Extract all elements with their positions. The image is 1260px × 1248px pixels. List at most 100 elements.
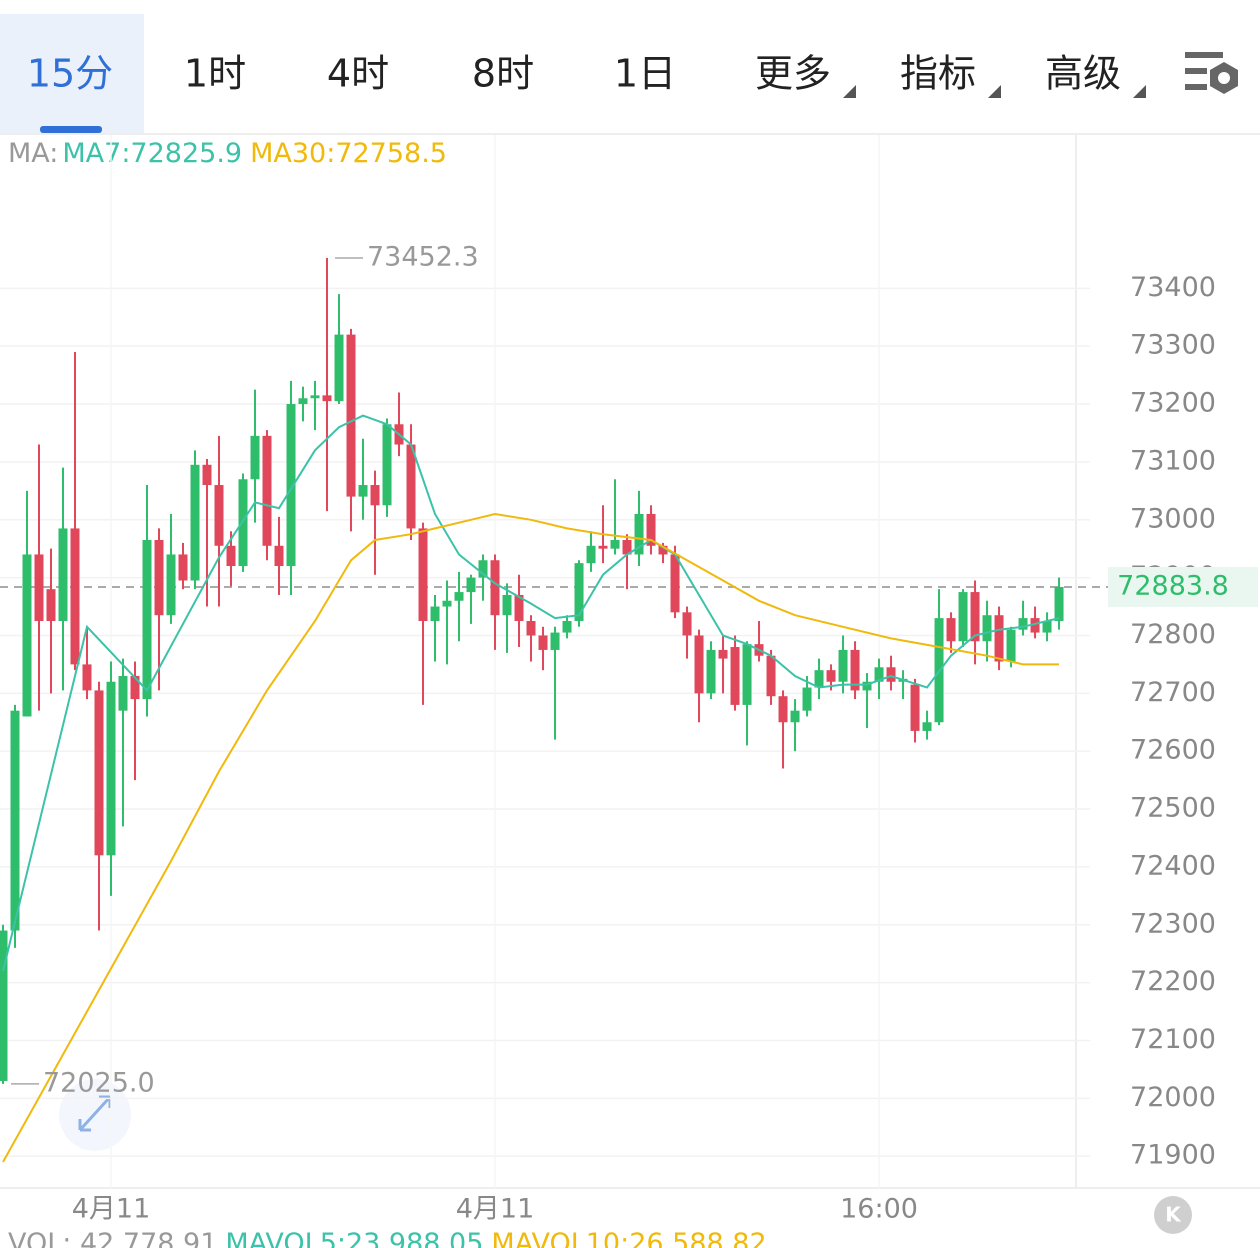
candle-body	[802, 687, 812, 711]
candle-body	[274, 545, 284, 567]
ma-prefix: MA:	[8, 138, 58, 169]
candle-body	[34, 554, 44, 621]
candle-body	[970, 592, 980, 642]
candle-body	[886, 667, 896, 682]
candle-body	[766, 655, 776, 697]
candle-body	[346, 334, 356, 497]
y-tick-label: 72200	[1130, 966, 1216, 997]
candle-body	[958, 592, 968, 642]
tab[interactable]: 高级	[1045, 52, 1121, 96]
candle-body	[562, 621, 572, 633]
y-tick-label: 71900	[1130, 1140, 1216, 1171]
candle-body	[694, 635, 704, 694]
vol-legend-entry: MAVOL5:23,988.05	[225, 1228, 483, 1248]
candle-body	[490, 560, 500, 616]
candle-body	[730, 647, 740, 705]
x-tick-label: 4月11	[72, 1194, 151, 1225]
candle-body	[634, 513, 644, 555]
y-tick-label: 72000	[1130, 1082, 1216, 1113]
tab[interactable]: 更多	[755, 52, 831, 96]
candle-body	[1054, 586, 1064, 621]
x-tick-label: 16:00	[840, 1194, 918, 1225]
k-button[interactable]	[1154, 1196, 1192, 1234]
tab[interactable]: 15分	[27, 52, 113, 96]
candle-body	[190, 464, 200, 581]
y-tick-label: 72600	[1130, 735, 1216, 766]
plot: 71900 72000 72100 72200 72300 72400 72500 72600…	[0, 135, 1258, 1225]
candle-body	[406, 444, 416, 529]
vol-legend-entry: VOL: 42,778.91	[8, 1228, 217, 1248]
candle-body	[454, 592, 464, 601]
candle-body	[946, 618, 956, 642]
candle-body	[478, 560, 488, 578]
y-tick-label: 73400	[1130, 272, 1216, 303]
candle-body	[442, 600, 452, 607]
candle-body	[1006, 629, 1016, 662]
tab[interactable]: 4时	[327, 52, 389, 96]
candle-body	[646, 513, 656, 546]
candle-body	[814, 670, 824, 688]
candle-body	[658, 545, 668, 555]
candle-body	[790, 710, 800, 723]
candle-body	[238, 479, 248, 567]
candle-body	[922, 722, 932, 731]
candle-body	[322, 395, 332, 402]
candle-body	[874, 667, 884, 682]
candle-body	[154, 540, 164, 616]
dropdown-caret	[843, 85, 856, 98]
dropdown-caret	[988, 85, 1001, 98]
y-tick-label: 72800	[1130, 619, 1216, 650]
candle-body	[202, 464, 212, 486]
extreme-label: 72025.0	[43, 1067, 155, 1098]
candle-body	[142, 540, 152, 700]
tab[interactable]: 8时	[472, 52, 534, 96]
candle-body	[622, 540, 632, 555]
candle-body	[742, 644, 752, 705]
candle-body	[466, 577, 476, 593]
candle-body	[1042, 621, 1052, 633]
candle-body	[46, 589, 56, 621]
candle-body	[106, 681, 116, 856]
x-tick-label: 4月11	[456, 1194, 535, 1225]
ma-legend-entry: MA30:72758.5	[250, 138, 447, 169]
tab[interactable]: 指标	[900, 52, 976, 96]
candle-body	[1018, 618, 1028, 630]
candle-body	[670, 554, 680, 613]
active-tab-bg	[0, 14, 144, 133]
last-price-label: 72883.8	[1117, 570, 1229, 601]
candle-body	[286, 404, 296, 567]
expand-icon	[78, 1095, 112, 1132]
candle-body	[838, 649, 848, 682]
candle-body	[706, 649, 716, 694]
candle-body	[598, 545, 608, 549]
y-tick-label: 73100	[1130, 445, 1216, 476]
candle-body	[0, 930, 8, 1081]
candle-body	[982, 615, 992, 642]
y-tick-label: 73300	[1130, 330, 1216, 361]
candle-body	[214, 485, 224, 546]
candle-body	[382, 424, 392, 506]
y-tick-label: 72700	[1130, 677, 1216, 708]
extreme-label: 73452.3	[367, 242, 479, 273]
candle-body	[826, 670, 836, 682]
tab[interactable]: 1时	[184, 52, 246, 96]
ma-legend: MA: MA7:72825.9 MA30:72758.5	[8, 138, 447, 169]
vol-legend: VOL: 42,778.91 MAVOL5:23,988.05 MAVOL10:26…	[8, 1228, 767, 1248]
y-tick-label: 72100	[1130, 1024, 1216, 1055]
candle-body	[310, 395, 320, 399]
ma-line	[2, 512, 1059, 1163]
settings-icon[interactable]	[1185, 52, 1238, 94]
candle-body	[166, 554, 176, 616]
candle-body	[610, 540, 620, 549]
candle-body	[418, 528, 428, 621]
candle-body	[538, 635, 548, 650]
ma-line	[2, 414, 1060, 972]
candle-body	[850, 649, 860, 691]
candle-body	[526, 621, 536, 636]
candle-body	[70, 528, 80, 665]
candle-body	[370, 485, 380, 506]
tab[interactable]: 1日	[614, 52, 676, 96]
last-price-box	[1108, 566, 1258, 607]
candle-body	[910, 684, 920, 731]
